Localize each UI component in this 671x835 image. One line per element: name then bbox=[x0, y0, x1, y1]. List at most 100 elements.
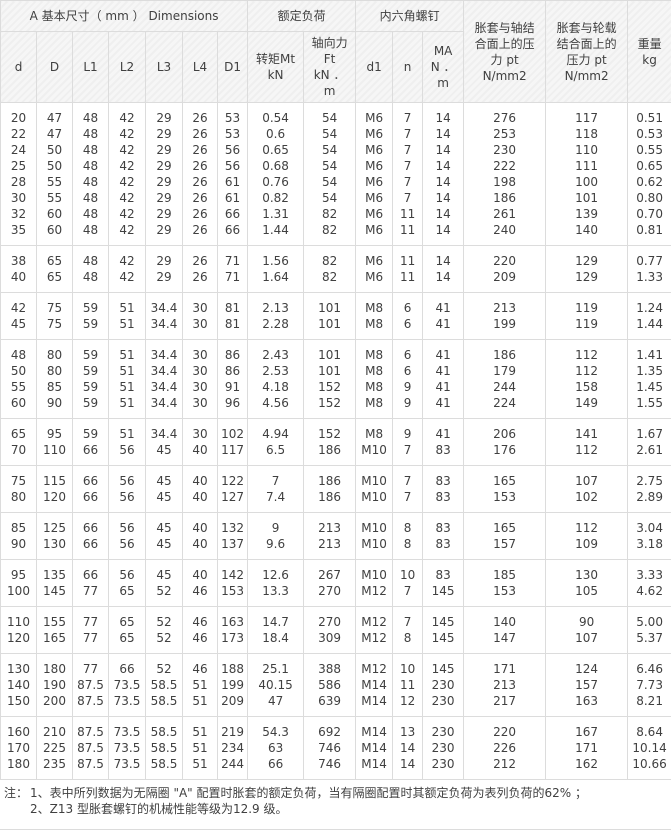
cell: 60 bbox=[36, 206, 73, 222]
cell: 63 bbox=[247, 740, 305, 756]
cell: 77 bbox=[72, 630, 109, 654]
cell: 66 bbox=[108, 653, 146, 677]
cell: 40 bbox=[182, 536, 218, 560]
cell: 87.5 bbox=[72, 677, 109, 693]
cell: 10.66 bbox=[627, 756, 671, 780]
cell: 9.6 bbox=[247, 536, 305, 560]
cell: 112 bbox=[545, 339, 629, 363]
cell: 34.4 bbox=[145, 395, 183, 419]
row-group: 110 155 77 65 52 46 163 14.7 270 M12 7 145 140 90 5.00… bbox=[0, 606, 671, 654]
cell: 7 bbox=[392, 102, 424, 126]
cell: 48 bbox=[72, 158, 109, 174]
cell: 2.43 bbox=[247, 339, 305, 363]
cell: 230 bbox=[422, 693, 465, 717]
cell: 46 bbox=[182, 606, 218, 630]
cell: 45 bbox=[145, 442, 183, 466]
cell: 1.45 bbox=[627, 379, 671, 395]
cell: 80 bbox=[36, 339, 73, 363]
table-row: 35 60 48 42 29 26 66 1.44 82 M6 11 14 240 140 0.81 bbox=[0, 222, 671, 246]
row-group: 95 135 66 56 45 40 142 12.6 267 M10 10 83 185 130 3.33… bbox=[0, 559, 671, 607]
cell: 46 bbox=[182, 583, 218, 607]
cell: 145 bbox=[36, 583, 73, 607]
cell: 75 bbox=[36, 316, 73, 340]
cell: 3.04 bbox=[627, 512, 671, 536]
cell: 200 bbox=[36, 693, 73, 717]
cell: 52 bbox=[145, 606, 183, 630]
cell: 173 bbox=[216, 630, 249, 654]
header-pressure-hub: 胀套与轮载 结合面上的 压力 pt N/mm2 bbox=[545, 0, 629, 103]
cell: 34.4 bbox=[145, 379, 183, 395]
cell: 34.4 bbox=[145, 339, 183, 363]
cell: 42 bbox=[108, 206, 146, 222]
cell: 41 bbox=[422, 339, 465, 363]
cell: 309 bbox=[303, 630, 357, 654]
cell: 52 bbox=[145, 630, 183, 654]
cell: 12 bbox=[392, 693, 424, 717]
cell: 58.5 bbox=[145, 677, 183, 693]
cell: 55 bbox=[0, 379, 37, 395]
cell: 150 bbox=[0, 693, 37, 717]
cell: 45 bbox=[145, 536, 183, 560]
cell: 140 bbox=[0, 677, 37, 693]
cell: M6 bbox=[355, 222, 394, 246]
cell: 26 bbox=[182, 269, 218, 293]
cell: 102 bbox=[545, 489, 629, 513]
cell: 40 bbox=[182, 465, 218, 489]
cell: 59 bbox=[72, 316, 109, 340]
cell: M10 bbox=[355, 465, 394, 489]
cell: 29 bbox=[145, 206, 183, 222]
cell: M14 bbox=[355, 677, 394, 693]
table-row: 130 180 77 66 52 46 188 25.1 388 M12 10 145 171 124 6.… bbox=[0, 653, 671, 677]
cell: 26 bbox=[182, 222, 218, 246]
cell: 586 bbox=[303, 677, 357, 693]
cell: 7 bbox=[392, 583, 424, 607]
cell: 101 bbox=[545, 190, 629, 206]
cell: 30 bbox=[182, 292, 218, 316]
cell: M12 bbox=[355, 630, 394, 654]
cell: 66 bbox=[72, 442, 109, 466]
cell: 11 bbox=[392, 222, 424, 246]
cell: 186 bbox=[303, 489, 357, 513]
cell: 14 bbox=[422, 142, 465, 158]
cell: 111 bbox=[545, 158, 629, 174]
cell: 38 bbox=[0, 245, 37, 269]
cell: 83 bbox=[422, 442, 465, 466]
cell: 13.3 bbox=[247, 583, 305, 607]
cell: 7 bbox=[247, 465, 305, 489]
cell: 34.4 bbox=[145, 316, 183, 340]
cell: 82 bbox=[303, 222, 357, 246]
row-group: 48 80 59 51 34.4 30 86 2.43 101 M8 6 41 186 112 1.41 50… bbox=[0, 339, 671, 419]
cell: 51 bbox=[108, 339, 146, 363]
cell: 47 bbox=[36, 102, 73, 126]
cell: 110 bbox=[36, 442, 73, 466]
cell: 41 bbox=[422, 418, 465, 442]
cell: 73.5 bbox=[108, 716, 146, 740]
cell: 130 bbox=[36, 536, 73, 560]
cell: 8 bbox=[392, 536, 424, 560]
cell: 81 bbox=[216, 292, 249, 316]
cell: 61 bbox=[216, 190, 249, 206]
cell: 56 bbox=[108, 489, 146, 513]
cell: 224 bbox=[463, 395, 547, 419]
cell: 230 bbox=[463, 142, 547, 158]
cell: 270 bbox=[303, 606, 357, 630]
row-group: 85 125 66 56 45 40 132 9 213 M10 8 83 165 112 3.04 90 13… bbox=[0, 512, 671, 560]
cell: 127 bbox=[216, 489, 249, 513]
cell: 180 bbox=[36, 653, 73, 677]
cell: 7.4 bbox=[247, 489, 305, 513]
cell: M8 bbox=[355, 418, 394, 442]
cell: M10 bbox=[355, 559, 394, 583]
cell: M8 bbox=[355, 316, 394, 340]
cell: 124 bbox=[545, 653, 629, 677]
cell: 58.5 bbox=[145, 740, 183, 756]
cell: 54 bbox=[303, 126, 357, 142]
cell: 1.55 bbox=[627, 395, 671, 419]
cell: 56 bbox=[108, 442, 146, 466]
cell: 82 bbox=[303, 269, 357, 293]
cell: 112 bbox=[545, 363, 629, 379]
cell: 42 bbox=[108, 158, 146, 174]
cell: M8 bbox=[355, 363, 394, 379]
cell: 30 bbox=[0, 190, 37, 206]
cell: 51 bbox=[108, 292, 146, 316]
cell: 10.14 bbox=[627, 740, 671, 756]
